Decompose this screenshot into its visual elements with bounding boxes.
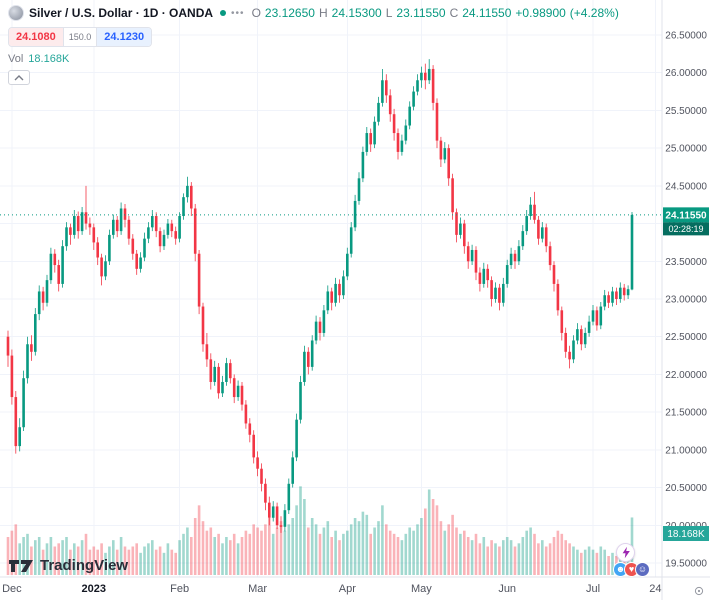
svg-text:24.11550: 24.11550 [665,210,707,221]
lightning-button[interactable] [616,543,635,562]
open-value: 23.12650 [264,6,315,20]
volume-series [6,486,634,575]
time-axis[interactable]: Dec 2023 Feb Mar Apr May Jun Jul 24 [0,576,710,600]
reactions-widget[interactable]: ☻ ♥ ☺ [613,562,650,577]
svg-text:21.00000: 21.00000 [665,445,707,456]
axis-settings-icon[interactable] [694,583,704,600]
svg-text:25.50000: 25.50000 [665,106,707,117]
high-value: 24.15300 [331,6,382,20]
svg-text:21.50000: 21.50000 [665,408,707,419]
volume-value: 18.168K [28,53,70,65]
tradingview-brand-text: TradingView [40,556,129,574]
svg-text:23.00000: 23.00000 [665,295,707,306]
svg-text:02:28:19: 02:28:19 [668,224,703,234]
open-label: O [251,6,261,20]
svg-text:18.168K: 18.168K [667,529,705,540]
lightning-bolt-icon [622,546,630,559]
svg-text:Jul: Jul [586,583,600,595]
price-axis[interactable]: 26.50000 26.00000 25.50000 25.00000 24.50000… [661,0,707,600]
tradingview-attribution[interactable]: TradingView [8,556,128,574]
chart-grid [0,0,662,577]
close-value: 24.11550 [462,6,512,20]
svg-text:Dec: Dec [2,583,22,595]
spread-value: 150.0 [62,28,98,46]
svg-text:26.00000: 26.00000 [665,68,707,79]
high-label: H [318,6,328,20]
axis-tags: 24.11550 02:28:19 18.168K [663,207,709,541]
svg-text:24.50000: 24.50000 [665,181,707,192]
buy-button[interactable]: 24.1230 [97,28,152,46]
svg-text:19.50000: 19.50000 [665,559,707,570]
volume-legend: Vol 18.168K [8,53,619,65]
buy-sell-widget: 24.1080 150.0 24.1230 [8,27,153,47]
sell-button[interactable]: 24.1080 [9,28,63,46]
svg-text:Mar: Mar [248,583,267,595]
svg-text:Feb: Feb [170,583,189,595]
svg-text:Apr: Apr [339,583,356,595]
low-value: 23.11550 [396,6,446,20]
svg-text:2023: 2023 [82,583,106,595]
close-label: C [449,6,459,20]
chevron-up-icon [14,74,24,80]
svg-text:26.50000: 26.50000 [665,31,707,42]
svg-text:20.50000: 20.50000 [665,483,707,494]
reaction-face-icon: ☺ [635,562,650,577]
svg-text:25.00000: 25.00000 [665,144,707,155]
low-label: L [385,6,393,20]
svg-text:22.00000: 22.00000 [665,370,707,381]
svg-text:Jun: Jun [498,583,516,595]
collapse-legend-button[interactable] [8,70,30,85]
series-marker-icon [220,10,227,16]
svg-text:23.50000: 23.50000 [665,257,707,268]
svg-text:24: 24 [649,583,661,595]
tradingview-logo-icon [9,560,33,572]
change-percent: (+4.28%) [569,6,619,20]
candle-series [6,59,634,533]
legend-more-icon[interactable]: ••• [231,7,245,19]
ohlc-readout: O 23.12650 H 24.15300 L 23.11550 C 24.11550 … [252,6,619,20]
symbol-logo-icon [8,5,24,21]
svg-text:22.50000: 22.50000 [665,332,707,343]
symbol-title[interactable]: Silver / U.S. Dollar · 1D · OANDA [29,6,214,20]
volume-label: Vol [8,53,24,65]
change-value: +0.98900 [515,6,566,20]
svg-text:May: May [411,583,432,595]
